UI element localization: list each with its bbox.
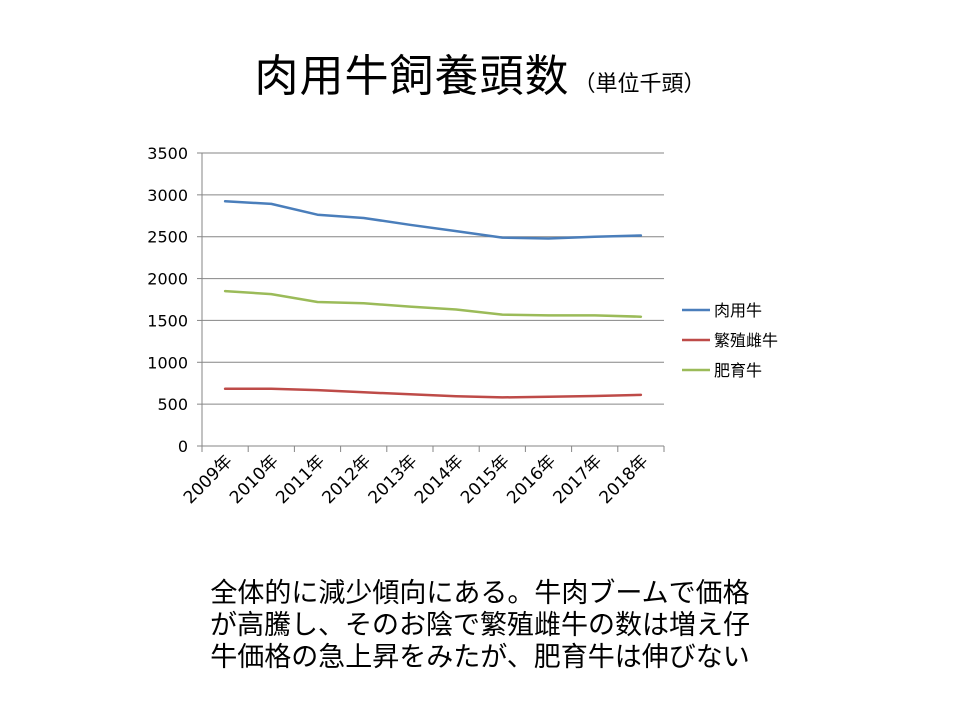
- y-tick-label: 2000: [147, 270, 188, 289]
- y-tick-label: 3500: [147, 144, 188, 163]
- axes: [197, 152, 665, 452]
- series-lines: [223, 200, 643, 399]
- x-tick-label: 2017年: [549, 451, 606, 508]
- y-tick-labels: 0 500 1000 1500 2000 2500 3000 3500: [147, 144, 188, 456]
- x-tick-label: 2009年: [180, 451, 237, 508]
- legend-label: 繁殖雌牛: [714, 331, 778, 350]
- title-unit: （単位千頭）: [573, 72, 706, 97]
- y-tick-label: 0: [178, 437, 188, 456]
- caption-line-3: 牛価格の急上昇をみたが、肥育牛は伸びない: [210, 642, 750, 673]
- chart-title: 肉用牛飼養頭数 （単位千頭）: [0, 40, 960, 104]
- x-tick-labels: 2009年2010年2011年2012年2013年2014年2015年2016年…: [180, 451, 653, 508]
- y-tick-label: 2500: [147, 228, 188, 247]
- legend-label: 肥育牛: [714, 361, 762, 380]
- x-tick-label: 2014年: [411, 451, 468, 508]
- x-tick-label: 2010年: [226, 451, 283, 508]
- x-tick-label: 2018年: [596, 451, 653, 508]
- caption-line-1: 全体的に減少傾向にある。牛肉ブームで価格: [210, 578, 750, 609]
- y-tick-label: 1500: [147, 311, 188, 330]
- x-tick-label: 2011年: [272, 451, 329, 508]
- x-tick-label: 2013年: [365, 451, 422, 508]
- caption-line-2: が高騰し、そのお陰で繁殖雌牛の数は増え仔: [210, 610, 750, 641]
- y-tick-label: 3000: [147, 186, 188, 205]
- x-tick-label: 2015年: [457, 451, 514, 508]
- series-line-2: [223, 387, 643, 399]
- grid-lines: [202, 152, 664, 405]
- x-tick-label: 2012年: [318, 451, 375, 508]
- x-tick-label: 2016年: [503, 451, 560, 508]
- series-line-3: [223, 289, 643, 318]
- title-main: 肉用牛飼養頭数: [254, 51, 570, 102]
- series-line-1: [223, 200, 643, 240]
- y-tick-label: 1000: [147, 353, 188, 372]
- y-tick-label: 500: [157, 395, 188, 414]
- legend-label: 肉用牛: [714, 301, 762, 320]
- caption: 全体的に減少傾向にある。牛肉ブームで価格 が高騰し、そのお陰で繁殖雌牛の数は増え…: [60, 578, 900, 674]
